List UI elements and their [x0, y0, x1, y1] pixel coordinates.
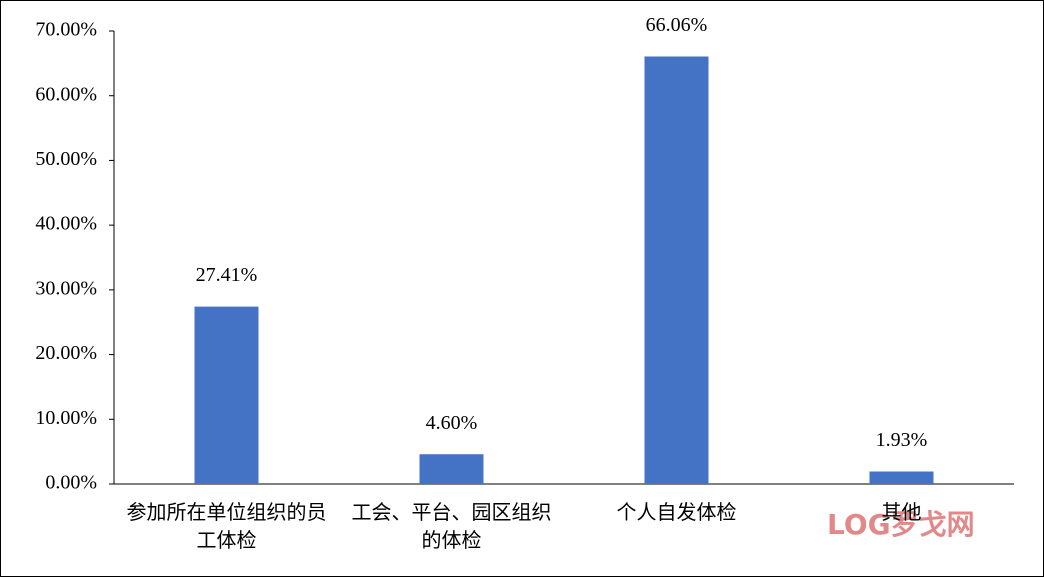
x-tick-label: 其他 — [881, 500, 922, 524]
y-tick-label: 40.00% — [35, 213, 97, 235]
watermark: LOG罗戈网 — [827, 508, 975, 541]
y-tick-label: 30.00% — [35, 277, 97, 299]
x-tick-label: 工会、平台、园区组织的体检 — [351, 500, 552, 552]
data-label: 1.93% — [876, 429, 928, 451]
y-tick-label: 10.00% — [35, 407, 97, 429]
data-label: 4.60% — [426, 412, 478, 434]
bar — [194, 306, 259, 484]
y-tick-label: 0.00% — [45, 472, 97, 494]
data-label: 27.41% — [196, 264, 258, 286]
data-label: 66.06% — [646, 14, 708, 36]
x-tick-label: 个人自发体检 — [616, 500, 737, 524]
bar — [644, 56, 709, 484]
y-tick-label: 60.00% — [35, 83, 97, 105]
y-tick-label: 20.00% — [35, 342, 97, 364]
y-tick-label: 70.00% — [35, 19, 97, 41]
bar — [869, 471, 934, 484]
bar — [419, 454, 484, 484]
x-tick-label: 参加所在单位组织的员工体检 — [126, 500, 327, 552]
y-tick-label: 50.00% — [35, 148, 97, 170]
